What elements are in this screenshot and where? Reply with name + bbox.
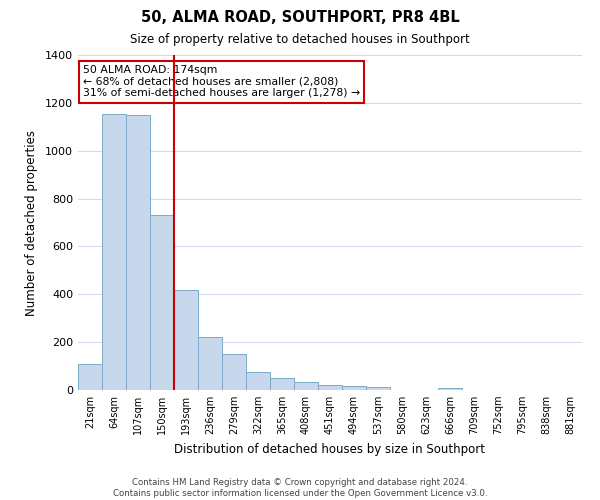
Bar — [78, 364, 102, 390]
Text: 50 ALMA ROAD: 174sqm
← 68% of detached houses are smaller (2,808)
31% of semi-de: 50 ALMA ROAD: 174sqm ← 68% of detached h… — [83, 65, 360, 98]
Text: 50, ALMA ROAD, SOUTHPORT, PR8 4BL: 50, ALMA ROAD, SOUTHPORT, PR8 4BL — [140, 10, 460, 25]
Bar — [366, 387, 390, 390]
Text: Size of property relative to detached houses in Southport: Size of property relative to detached ho… — [130, 32, 470, 46]
Bar — [270, 378, 294, 390]
Bar — [318, 385, 342, 390]
Bar — [438, 388, 462, 390]
Bar — [342, 386, 366, 390]
Bar — [150, 216, 174, 390]
Bar — [102, 114, 126, 390]
X-axis label: Distribution of detached houses by size in Southport: Distribution of detached houses by size … — [175, 442, 485, 456]
Bar — [174, 290, 198, 390]
Text: Contains HM Land Registry data © Crown copyright and database right 2024.
Contai: Contains HM Land Registry data © Crown c… — [113, 478, 487, 498]
Bar — [126, 115, 150, 390]
Bar — [222, 354, 246, 390]
Bar — [246, 372, 270, 390]
Bar — [294, 382, 318, 390]
Bar — [198, 338, 222, 390]
Y-axis label: Number of detached properties: Number of detached properties — [25, 130, 38, 316]
